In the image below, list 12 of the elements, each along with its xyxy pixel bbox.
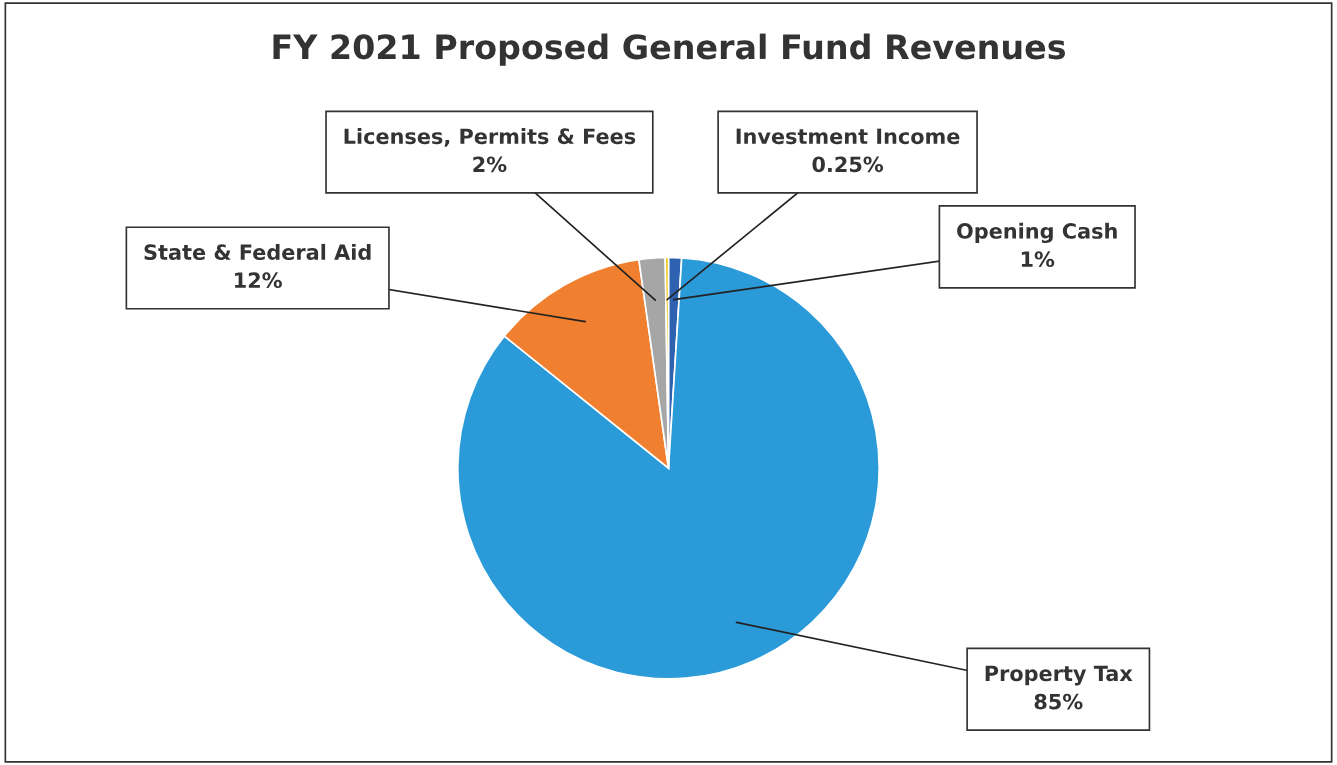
data-label: 85%: [1034, 693, 1083, 710]
slice-label: State & Federal Aid: [144, 243, 371, 261]
slice-label: Investment Income: [736, 128, 960, 145]
chart-title: FY 2021 Proposed General Fund Revenues: [273, 33, 1065, 66]
pie-slice: [456, 257, 881, 680]
slice-label: Property Tax: [985, 665, 1133, 686]
data-label: 2%: [473, 156, 507, 173]
data-label: 1%: [1021, 251, 1055, 268]
data-label: 0.25%: [812, 156, 884, 173]
slice-label: Licenses, Permits & Fees: [344, 128, 636, 147]
data-label: 12%: [235, 272, 282, 289]
slice-label: Opening Cash: [957, 222, 1117, 244]
